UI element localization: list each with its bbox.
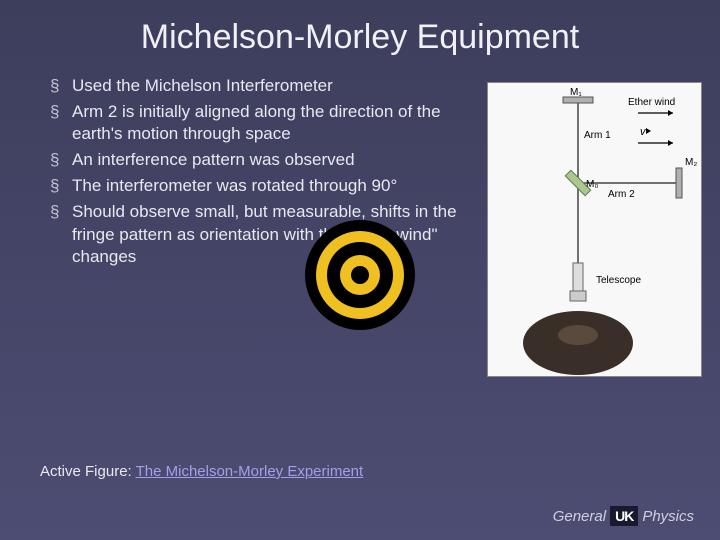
svg-text:M₁: M₁: [570, 87, 582, 98]
svg-text:M₂: M₂: [685, 157, 697, 168]
footer-right: Physics: [642, 508, 694, 525]
svg-text:Ether wind: Ether wind: [628, 97, 675, 108]
interference-rings-icon: [305, 220, 415, 330]
bullet-item: Used the Michelson Interferometer: [50, 75, 465, 97]
footer-left: General: [553, 508, 606, 525]
bullet-item: Arm 2 is initially aligned along the dir…: [50, 101, 465, 145]
svg-text:Arm 2: Arm 2: [608, 189, 635, 200]
active-figure-link[interactable]: The Michelson-Morley Experiment: [136, 463, 364, 480]
svg-text:Arm 1: Arm 1: [584, 130, 611, 141]
active-figure-row: Active Figure: The Michelson-Morley Expe…: [40, 463, 363, 480]
interferometer-diagram: v M₁ M₀ M₂ Arm 1 Arm 2 Ether wind Telescope: [487, 82, 702, 377]
bullet-item: An interference pattern was observed: [50, 149, 465, 171]
svg-text:Telescope: Telescope: [596, 275, 641, 286]
svg-text:M₀: M₀: [586, 179, 598, 190]
bullet-item: The interferometer was rotated through 9…: [50, 175, 465, 197]
active-figure-label: Active Figure:: [40, 463, 136, 480]
uk-logo-icon: UK: [610, 506, 638, 526]
page-title: Michelson-Morley Equipment: [0, 0, 720, 65]
footer: General UK Physics: [553, 506, 694, 526]
svg-text:v: v: [640, 126, 647, 138]
